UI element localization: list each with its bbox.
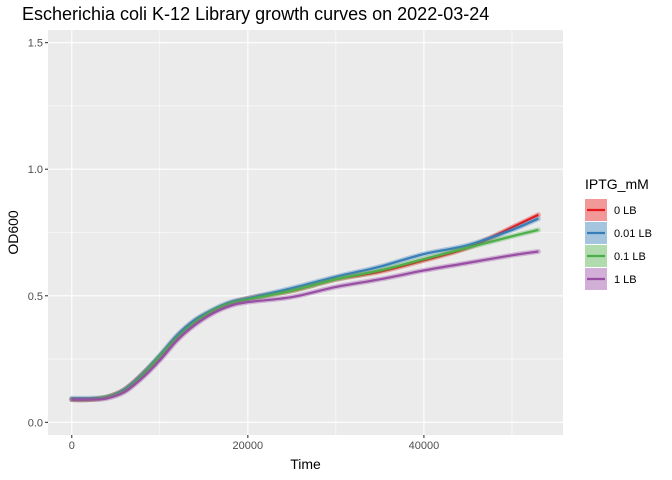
y-tick-label: 1.0 [28,164,43,176]
y-axis-ticks: 0.0 0.5 1.0 1.5 [28,38,48,429]
legend-label-0-01-lb: 0.01 LB [614,228,652,240]
x-axis-title: Time [290,456,321,472]
x-tick-label: 0 [69,440,75,452]
legend-label-0-1-lb: 0.1 LB [614,251,646,263]
y-axis-title: OD600 [5,210,21,255]
x-tick-label: 20000 [233,440,264,452]
minor-gridlines [48,30,563,435]
x-tick-label: 40000 [409,440,440,452]
legend-label-1-lb: 1 LB [614,274,637,286]
y-tick-label: 0.0 [28,417,43,429]
legend-title: IPTG_mM [585,176,649,192]
legend: 0 LB 0.01 LB 0.1 LB 1 LB [585,199,652,290]
y-tick-label: 1.5 [28,38,43,50]
major-gridlines [48,30,563,435]
series-layer [69,212,541,403]
legend-label-0-lb: 0 LB [614,205,637,217]
x-axis-ticks: 0 20000 40000 [69,435,439,452]
chart-title: Escherichia coli K-12 Library growth cur… [22,4,489,24]
y-tick-label: 0.5 [28,291,43,303]
series-line-1-lb [71,250,539,401]
